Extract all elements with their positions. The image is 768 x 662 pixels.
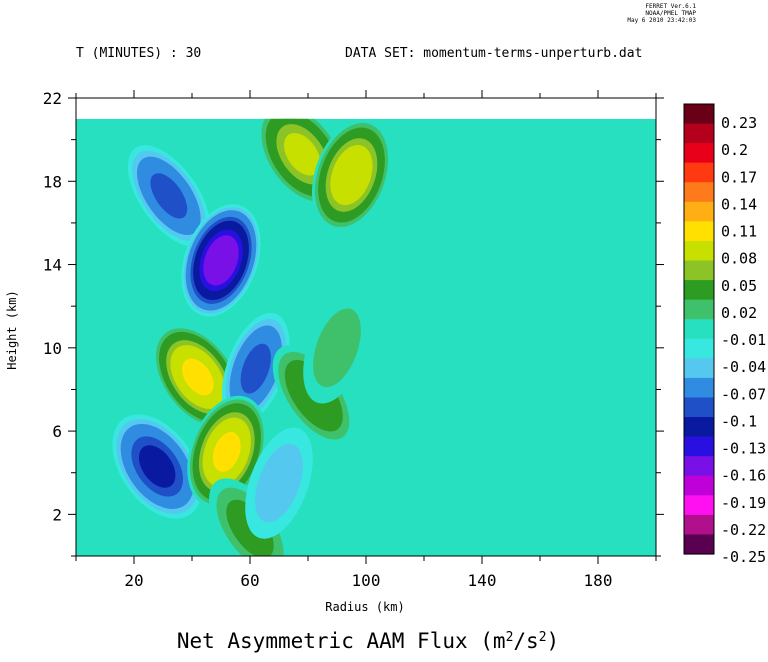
colorbar-label: 0.05 (721, 277, 757, 295)
colorbar-swatch (684, 436, 714, 457)
colorbar-label: -0.07 (721, 385, 766, 403)
colorbar-swatch (684, 358, 714, 379)
colorbar-swatch (684, 260, 714, 281)
colorbar-swatch (684, 319, 714, 340)
y-tick-label: 6 (52, 422, 62, 441)
time-label: T (MINUTES) : 30 (76, 46, 202, 61)
x-tick-label: 20 (124, 571, 143, 590)
x-axis-label: Radius (km) (325, 600, 404, 614)
y-tick-label: 14 (43, 256, 62, 275)
colorbar-swatch (684, 338, 714, 359)
colorbar-label: 0.02 (721, 304, 757, 322)
stamp-line-3: May 6 2010 23:42:03 (627, 17, 696, 24)
heatmap-feature (245, 427, 313, 539)
colorbar-swatch (684, 240, 714, 262)
colorbar-swatch (684, 143, 714, 164)
colorbar: 0.23 0.2 0.17 0.14 0.11 0.08 0.05 0.02 -0.01 -0.0… (683, 103, 766, 566)
colorbar-swatch (684, 201, 714, 222)
heatmap-feature (187, 395, 267, 509)
colorbar-swatch (684, 397, 714, 418)
colorbar-swatch (684, 162, 714, 183)
colorbar-label: -0.25 (721, 548, 766, 566)
stamp-line-1: FERRET Ver.6.1 (645, 3, 696, 10)
colorbar-swatch (684, 514, 714, 536)
y-tick-label: 2 (52, 505, 62, 524)
colorbar-swatch (684, 417, 714, 438)
colorbar-swatch (684, 475, 714, 496)
y-tick-label: 18 (43, 172, 62, 191)
colorbar-label: -0.1 (721, 412, 757, 430)
colorbar-label: 0.11 (721, 223, 757, 241)
colorbar-swatch (684, 495, 714, 516)
dataset-label: DATA SET: momentum-terms-unperturb.dat (345, 46, 643, 61)
y-tick-label: 10 (43, 339, 62, 358)
heatmap-feature (181, 204, 261, 317)
colorbar-label: 0.2 (721, 141, 748, 159)
ferret-stamp: FERRET Ver.6.1 NOAA/PMEL TMAP May 6 2010… (627, 3, 696, 24)
x-tick-label: 140 (468, 571, 497, 590)
chart-title: Net Asymmetric AAM Flux (m2/s2) (177, 629, 559, 653)
colorbar-swatch (684, 221, 714, 242)
colorbar-label: 0.08 (721, 250, 757, 268)
colorbar-border (683, 103, 715, 555)
colorbar-label: -0.22 (721, 521, 766, 539)
colorbar-label: -0.16 (721, 467, 766, 485)
x-tick-label: 100 (352, 571, 381, 590)
y-tick-label: 22 (43, 89, 62, 108)
heatmap-feature (303, 292, 371, 404)
colorbar-label: -0.01 (721, 331, 766, 349)
colorbar-label: -0.13 (721, 440, 766, 458)
colorbar-label: 0.23 (721, 114, 757, 132)
colorbar-swatch (684, 534, 714, 555)
colorbar-swatch (684, 104, 714, 125)
colorbar-swatch (684, 182, 714, 203)
heatmap-feature (311, 118, 392, 232)
colorbar-label: -0.19 (721, 494, 766, 512)
x-tick-label: 180 (584, 571, 613, 590)
colorbar-swatch (684, 377, 714, 399)
colorbar-swatch (684, 280, 714, 301)
colorbar-label: 0.17 (721, 168, 757, 186)
colorbar-swatch (684, 456, 714, 477)
heatmap-feature (112, 414, 202, 519)
colorbar-label: -0.04 (721, 358, 766, 376)
colorbar-label: 0.14 (721, 195, 757, 213)
colorbar-swatch (684, 123, 714, 144)
colorbar-swatch (684, 299, 714, 320)
heatmap-field (76, 118, 656, 557)
stamp-line-2: NOAA/PMEL TMAP (645, 10, 696, 17)
y-axis-label: Height (km) (5, 290, 19, 369)
x-tick-label: 60 (240, 571, 259, 590)
axis-ticks: 20 60 100 140 180 2 6 10 14 18 22 (43, 89, 664, 590)
heatmap-feature (127, 145, 210, 247)
